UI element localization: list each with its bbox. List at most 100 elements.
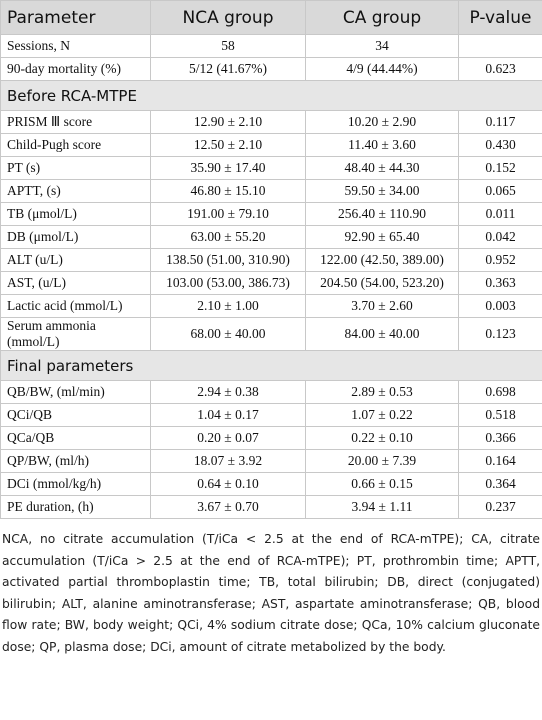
table-cell: 92.90 ± 65.40: [305, 225, 459, 249]
table-cell: 18.07 ± 3.92: [150, 449, 306, 473]
table-cell: 2.89 ± 0.53: [305, 380, 459, 404]
table-cell: AST, (u/L): [0, 271, 151, 295]
table-row: ALT (u/L) 138.50 (51.00, 310.90) 122.00 (4…: [0, 248, 542, 272]
table-row: Sessions, N 58 34: [0, 34, 542, 58]
table-cell: 0.363: [458, 271, 542, 295]
table-row: TB (μmol/L) 191.00 ± 79.10 256.40 ± 110.90…: [0, 202, 542, 226]
table-cell: 191.00 ± 79.10: [150, 202, 306, 226]
section-row: Before RCA-MTPE: [0, 80, 542, 111]
table-cell: 0.64 ± 0.10: [150, 472, 306, 496]
table-row: DB (μmol/L) 63.00 ± 55.20 92.90 ± 65.40 0.0…: [0, 225, 542, 249]
table-cell: 0.237: [458, 495, 542, 519]
table-row: QB/BW, (ml/min) 2.94 ± 0.38 2.89 ± 0.53 0.6…: [0, 380, 542, 404]
table-cell: 0.003: [458, 294, 542, 318]
table-cell: 0.698: [458, 380, 542, 404]
table-cell: 0.623: [458, 57, 542, 81]
table-cell: 48.40 ± 44.30: [305, 156, 459, 180]
table-row: Lactic acid (mmol/L) 2.10 ± 1.00 3.70 ± 2.…: [0, 294, 542, 318]
header-cell: Parameter: [0, 0, 151, 35]
section-row: Final parameters: [0, 350, 542, 381]
table-row: QCi/QB 1.04 ± 0.17 1.07 ± 0.22 0.518: [0, 403, 542, 427]
table-cell: TB (μmol/L): [0, 202, 151, 226]
table-cell: 4/9 (44.44%): [305, 57, 459, 81]
table-row: PE duration, (h) 3.67 ± 0.70 3.94 ± 1.11 0.…: [0, 495, 542, 519]
table-row: 90-day mortality (%) 5/12 (41.67%) 4/9 (44…: [0, 57, 542, 81]
header-cell: P-value: [458, 0, 542, 35]
table-cell: ALT (u/L): [0, 248, 151, 272]
table-cell: 63.00 ± 55.20: [150, 225, 306, 249]
table-cell: 0.117: [458, 110, 542, 134]
table-cell: QCa/QB: [0, 426, 151, 450]
table-cell: 90-day mortality (%): [0, 57, 151, 81]
table-cell: Serum ammonia (mmol/L): [0, 317, 151, 351]
table-cell: 34: [305, 34, 459, 58]
table-cell: 0.364: [458, 472, 542, 496]
table-cell: 0.123: [458, 317, 542, 351]
table-row: Child-Pugh score 12.50 ± 2.10 11.40 ± 3.60…: [0, 133, 542, 157]
table-row: DCi (mmol/kg/h) 0.64 ± 0.10 0.66 ± 0.15 0.3…: [0, 472, 542, 496]
table-row: APTT, (s) 46.80 ± 15.10 59.50 ± 34.00 0.065: [0, 179, 542, 203]
table-cell: Child-Pugh score: [0, 133, 151, 157]
table-cell: Lactic acid (mmol/L): [0, 294, 151, 318]
table-cell: QB/BW, (ml/min): [0, 380, 151, 404]
table-cell: PRISM Ⅲ score: [0, 110, 151, 134]
table-cell: 0.042: [458, 225, 542, 249]
table-cell: DB (μmol/L): [0, 225, 151, 249]
table-cell: APTT, (s): [0, 179, 151, 203]
table-cell: 256.40 ± 110.90: [305, 202, 459, 226]
table-cell: PT (s): [0, 156, 151, 180]
table-cell: 204.50 (54.00, 523.20): [305, 271, 459, 295]
table-cell: QP/BW, (ml/h): [0, 449, 151, 473]
table-row: QP/BW, (ml/h) 18.07 ± 3.92 20.00 ± 7.39 0.1…: [0, 449, 542, 473]
table-cell: 0.011: [458, 202, 542, 226]
table-cell: 2.94 ± 0.38: [150, 380, 306, 404]
table-cell: 3.70 ± 2.60: [305, 294, 459, 318]
table-cell: 0.065: [458, 179, 542, 203]
table-row: QCa/QB 0.20 ± 0.07 0.22 ± 0.10 0.366: [0, 426, 542, 450]
table-cell: 11.40 ± 3.60: [305, 133, 459, 157]
table-cell: 0.164: [458, 449, 542, 473]
table-cell: 5/12 (41.67%): [150, 57, 306, 81]
table-cell: 3.94 ± 1.11: [305, 495, 459, 519]
table-cell: 0.66 ± 0.15: [305, 472, 459, 496]
table-cell: 138.50 (51.00, 310.90): [150, 248, 306, 272]
table-cell: 0.518: [458, 403, 542, 427]
section-title: Before RCA-MTPE: [0, 80, 542, 111]
table-cell: 10.20 ± 2.90: [305, 110, 459, 134]
header-row: Parameter NCA group CA group P-value: [0, 0, 542, 35]
table-cell: 0.366: [458, 426, 542, 450]
empty-cell: [458, 34, 542, 58]
table-cell: Sessions, N: [0, 34, 151, 58]
footnote: NCA, no citrate accumulation (T/iCa < 2.…: [2, 532, 540, 654]
table-cell: 46.80 ± 15.10: [150, 179, 306, 203]
table-cell: 103.00 (53.00, 386.73): [150, 271, 306, 295]
header-cell: CA group: [305, 0, 459, 35]
table-cell: 0.20 ± 0.07: [150, 426, 306, 450]
table-cell: 1.04 ± 0.17: [150, 403, 306, 427]
table-cell: 0.22 ± 0.10: [305, 426, 459, 450]
table-cell: 0.152: [458, 156, 542, 180]
table-cell: QCi/QB: [0, 403, 151, 427]
table-row: AST, (u/L) 103.00 (53.00, 386.73) 204.50 (…: [0, 271, 542, 295]
table-cell: 12.90 ± 2.10: [150, 110, 306, 134]
section-title: Final parameters: [0, 350, 542, 381]
table-cell: PE duration, (h): [0, 495, 151, 519]
table-cell: 59.50 ± 34.00: [305, 179, 459, 203]
table-cell: 35.90 ± 17.40: [150, 156, 306, 180]
data-table: Parameter NCA group CA group P-value Session…: [0, 0, 542, 519]
table-cell: 122.00 (42.50, 389.00): [305, 248, 459, 272]
table-row: Serum ammonia (mmol/L) 68.00 ± 40.00 84.00…: [0, 317, 542, 351]
table-cell: 1.07 ± 0.22: [305, 403, 459, 427]
table-cell: 12.50 ± 2.10: [150, 133, 306, 157]
table-cell: 2.10 ± 1.00: [150, 294, 306, 318]
table-cell: 84.00 ± 40.00: [305, 317, 459, 351]
table-cell: 68.00 ± 40.00: [150, 317, 306, 351]
table-row: PT (s) 35.90 ± 17.40 48.40 ± 44.30 0.152: [0, 156, 542, 180]
table-row: PRISM Ⅲ score 12.90 ± 2.10 10.20 ± 2.90 0.1…: [0, 110, 542, 134]
table-cell: 58: [150, 34, 306, 58]
header-cell: NCA group: [150, 0, 306, 35]
table-cell: DCi (mmol/kg/h): [0, 472, 151, 496]
table-cell: 0.952: [458, 248, 542, 272]
table-cell: 0.430: [458, 133, 542, 157]
